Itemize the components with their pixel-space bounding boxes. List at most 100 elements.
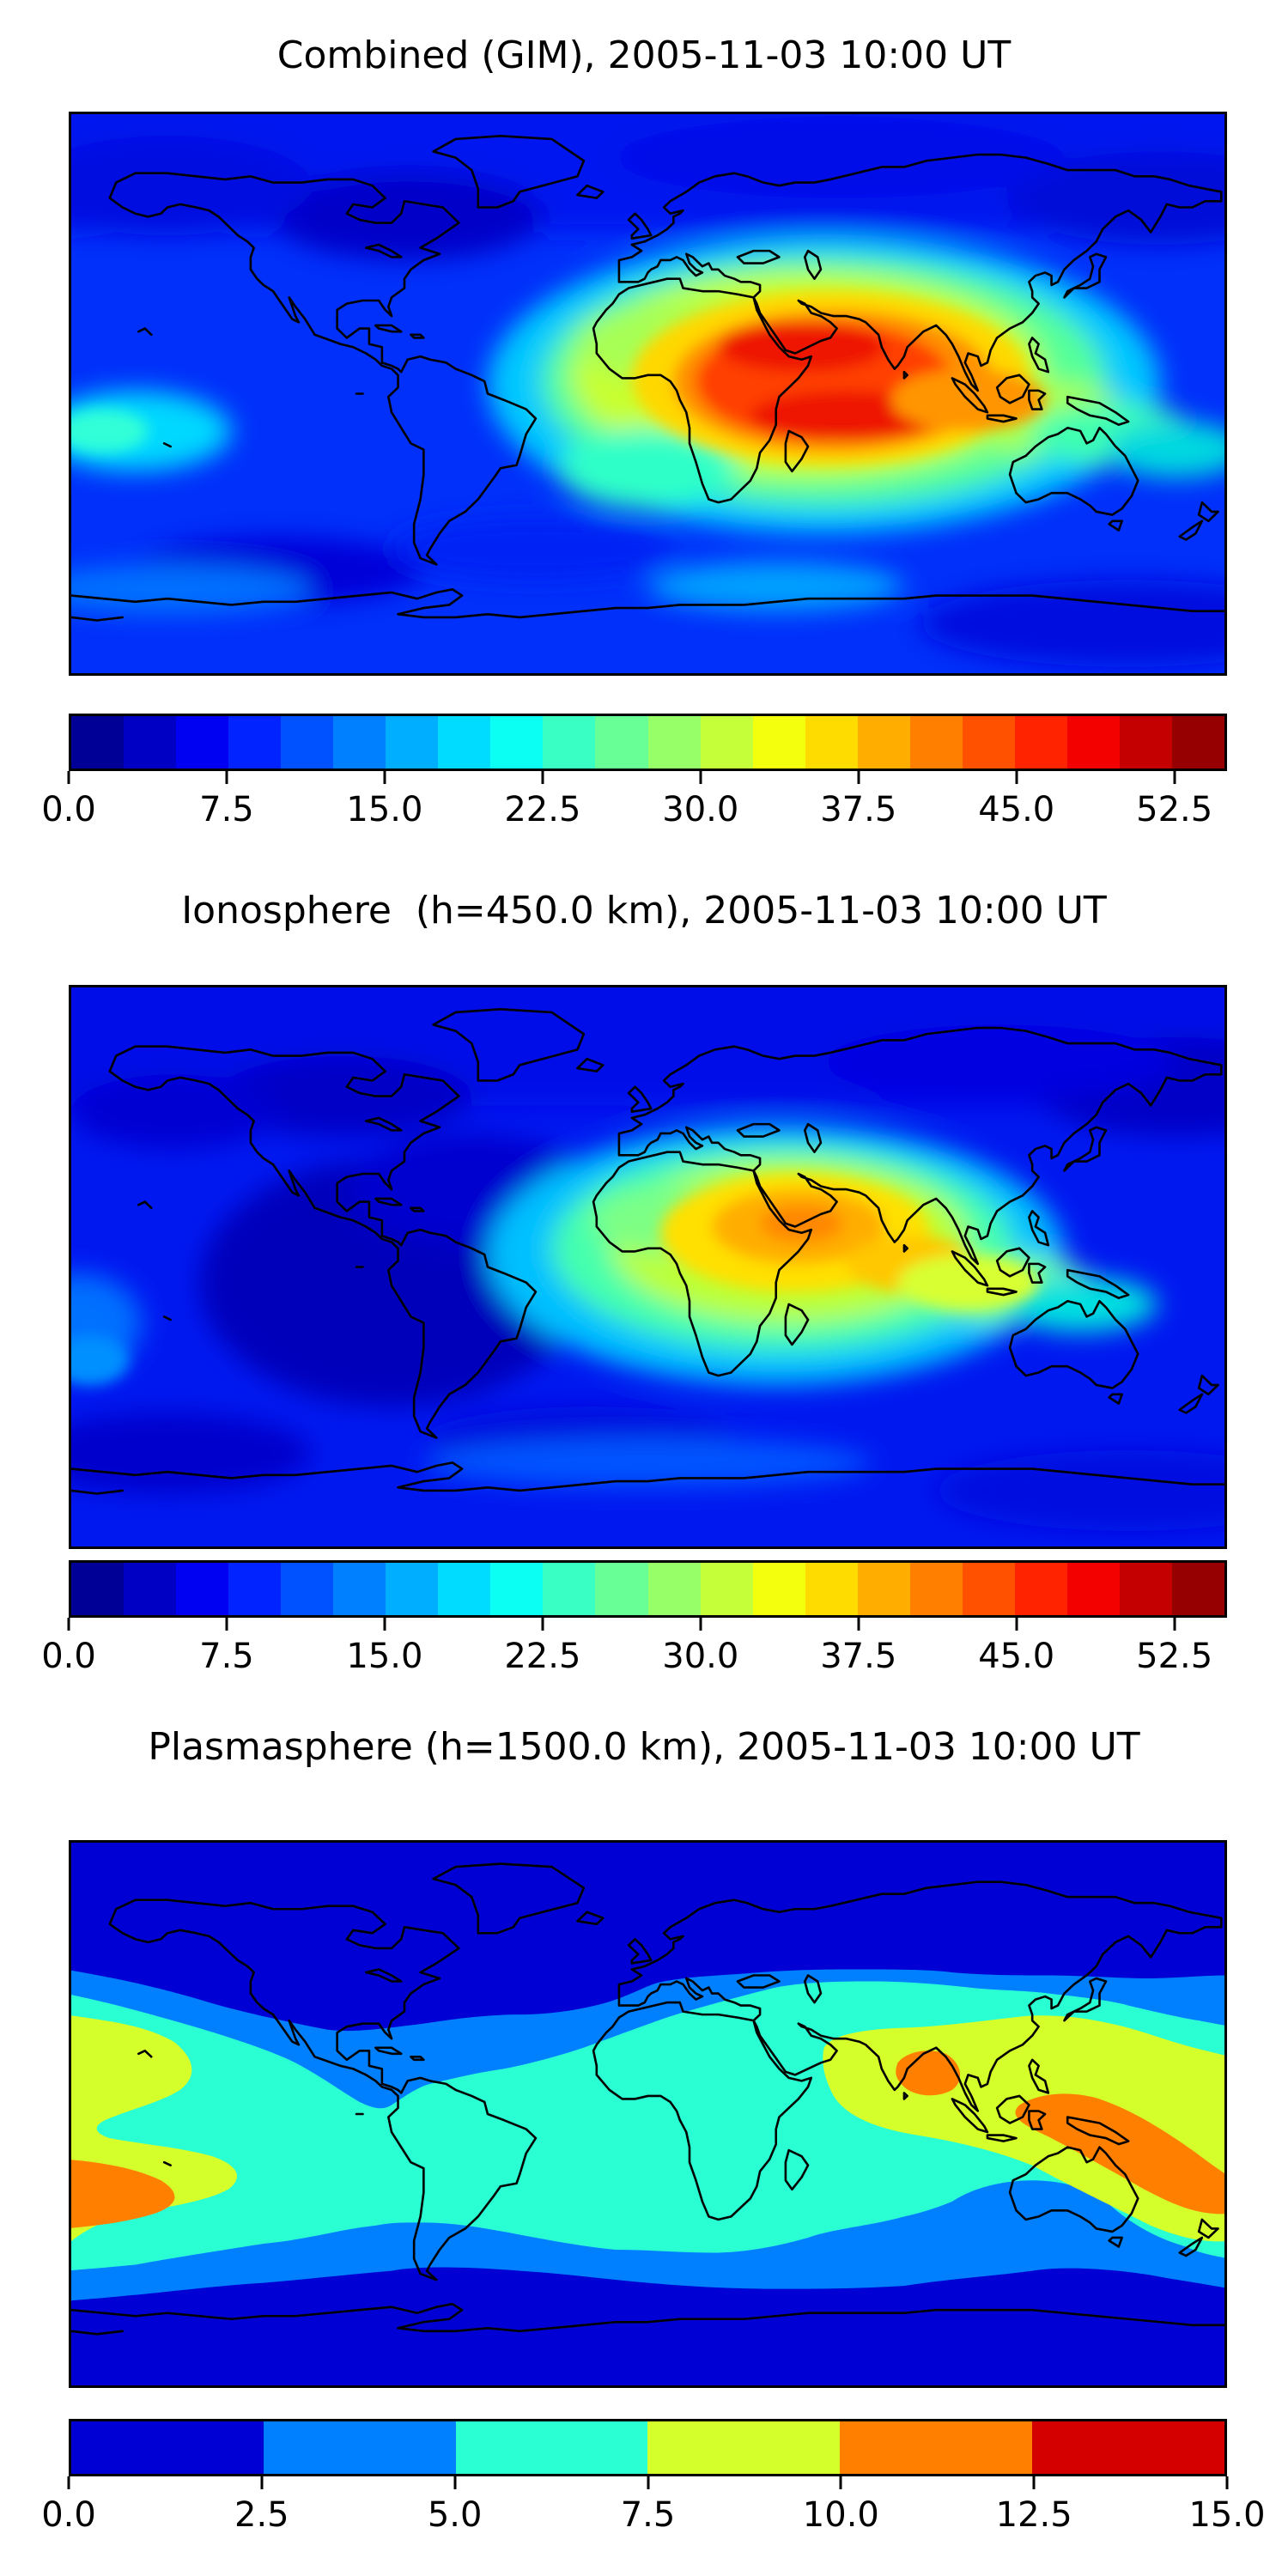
colorbar-segment (1119, 716, 1172, 769)
panel2-title: Ionosphere (h=450.0 km), 2005-11-03 10:0… (181, 889, 1107, 933)
colorbar-segment (438, 716, 491, 769)
colorbar-segment (176, 1563, 229, 1615)
colorbar-segment (1032, 2421, 1224, 2474)
colorbar-tick (1173, 1618, 1176, 1631)
colorbar-segment (490, 1563, 544, 1615)
colorbar-segment (1066, 716, 1120, 769)
colorbar-segment (386, 716, 439, 769)
colorbar-tick-label: 22.5 (504, 790, 581, 829)
colorbar-tick (225, 771, 228, 784)
colorbar-segment (228, 716, 282, 769)
colorbar-tick (453, 2476, 457, 2489)
colorbar-segment (840, 2421, 1033, 2474)
colorbar-tick (1225, 2476, 1229, 2489)
colorbar-segment (281, 716, 334, 769)
colorbar-segment (857, 716, 910, 769)
colorbar-segment (228, 1563, 282, 1615)
colorbar-tick-label: 12.5 (995, 2495, 1072, 2535)
colorbar-tick-label: 7.5 (199, 1637, 254, 1676)
colorbar-tick-label: 45.0 (978, 1637, 1055, 1676)
colorbar-segment (1119, 1563, 1172, 1615)
colorbar-tick (1032, 2476, 1036, 2489)
colorbar-segment (909, 1563, 963, 1615)
panel3-title: Plasmasphere (h=1500.0 km), 2005-11-03 1… (148, 1725, 1140, 1769)
panel3-colorbar: 0.0 2.5 5.0 7.5 10.0 12.5 15.0 (41, 2419, 1266, 2532)
colorbar-tick-label: 37.5 (820, 790, 897, 829)
colorbar-tick-label: 0.0 (41, 2495, 96, 2535)
colorbar-tick (857, 771, 860, 784)
colorbar-tick (67, 2476, 70, 2489)
colorbar-segment (1171, 716, 1225, 769)
colorbar-tick-label: 0.0 (41, 1637, 96, 1676)
colorbar-tick-label: 10.0 (802, 2495, 879, 2535)
colorbar-segment (333, 1563, 386, 1615)
colorbar-tick (260, 2476, 264, 2489)
colorbar-tick (67, 1618, 70, 1631)
colorbar-tick-label: 45.0 (978, 790, 1055, 829)
colorbar-tick-label: 30.0 (662, 1637, 739, 1676)
tec-field-banded (71, 1969, 1224, 2301)
panel3-map-svg (71, 1843, 1224, 2385)
colorbar-tick-label: 15.0 (346, 1637, 423, 1676)
colorbar-gradient (69, 1560, 1227, 1618)
tec-field-smooth (71, 987, 1224, 1531)
panel2-colorbar: 0.0 7.5 15.0 22.5 30.0 37.5 45.0 52.5 (41, 1560, 1227, 1674)
colorbar-segment (805, 716, 858, 769)
colorbar-segment (805, 1563, 858, 1615)
colorbar-segment (700, 1563, 753, 1615)
colorbar-segment (857, 1563, 910, 1615)
colorbar-gradient (69, 714, 1227, 771)
colorbar-tick-label: 5.0 (427, 2495, 483, 2535)
colorbar-tick-label: 15.0 (1188, 2495, 1266, 2535)
colorbar-segment (1066, 1563, 1120, 1615)
colorbar-segment (752, 716, 805, 769)
colorbar-tick-label: 52.5 (1136, 1637, 1213, 1676)
colorbar-segment (1014, 1563, 1067, 1615)
panel2-map (69, 985, 1227, 1549)
colorbar-segment (1014, 716, 1067, 769)
colorbar-tick-label: 0.0 (41, 790, 96, 829)
colorbar-tick (1173, 771, 1176, 784)
colorbar-segment (595, 1563, 648, 1615)
colorbar-tick-label: 15.0 (346, 790, 423, 829)
colorbar-segment (700, 716, 753, 769)
colorbar-tick-label: 2.5 (234, 2495, 289, 2535)
panel3-map (69, 1840, 1227, 2388)
panel2-map-svg (71, 987, 1224, 1546)
colorbar-tick (699, 771, 702, 784)
colorbar-segment (263, 2421, 456, 2474)
colorbar-segment (647, 1563, 701, 1615)
panel1-map (69, 112, 1227, 676)
colorbar-segment (962, 1563, 1015, 1615)
colorbar-tick (67, 771, 70, 784)
colorbar-segment (543, 1563, 596, 1615)
colorbar-segment (386, 1563, 439, 1615)
panel1-colorbar: 0.0 7.5 15.0 22.5 30.0 37.5 45.0 52.5 (41, 714, 1227, 827)
colorbar-segment (281, 1563, 334, 1615)
colorbar-segment (438, 1563, 491, 1615)
colorbar-segment (752, 1563, 805, 1615)
colorbar-tick (225, 1618, 228, 1631)
colorbar-segment (124, 716, 177, 769)
panel1-title: Combined (GIM), 2005-11-03 10:00 UT (276, 33, 1012, 77)
colorbar-tick (1015, 1618, 1018, 1631)
colorbar-segment (543, 716, 596, 769)
colorbar-tick (383, 771, 386, 784)
colorbar-segment (71, 1563, 125, 1615)
colorbar-segment (176, 716, 229, 769)
colorbar-tick (1015, 771, 1018, 784)
colorbar-tick-label: 22.5 (504, 1637, 581, 1676)
colorbar-tick-label: 7.5 (620, 2495, 676, 2535)
colorbar-tick (541, 1618, 544, 1631)
panel1-map-svg (71, 114, 1224, 673)
tec-field-smooth (71, 114, 1224, 667)
colorbar-segment (1171, 1563, 1225, 1615)
colorbar-tick-label: 52.5 (1136, 790, 1213, 829)
colorbar-tick (699, 1618, 702, 1631)
colorbar-gradient (69, 2419, 1227, 2476)
colorbar-segment (71, 716, 125, 769)
colorbar-tick-label: 37.5 (820, 1637, 897, 1676)
colorbar-segment (909, 716, 963, 769)
colorbar-segment (595, 716, 648, 769)
